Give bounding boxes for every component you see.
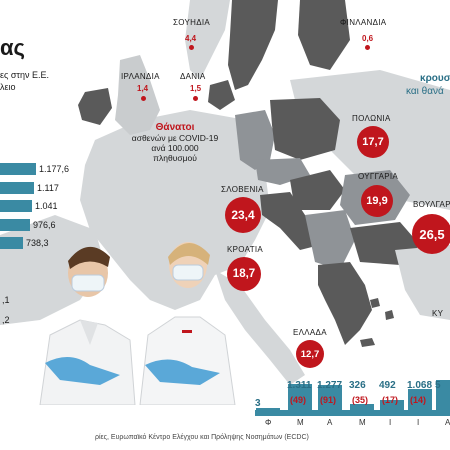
male-doctor-figure [39,246,136,405]
dot-sweden [189,45,194,50]
bar-label-1: 1.117 [37,182,59,193]
bar-4 [0,237,23,249]
land-ireland [78,88,112,125]
legend-line-1: ασθενών με COVID-19 [131,133,219,143]
land-turkey [395,245,450,320]
timeline-bar-5 [408,389,432,410]
legend-line-2: ανά 100.000 [151,143,199,153]
country-label-sweden: ΣΟΥΗΔΙΑ [173,18,211,27]
land-italy [215,270,305,385]
land-germany-czech [235,110,275,170]
land-greece [318,262,372,345]
land-sweden [228,0,278,90]
bar-label-4: 738,3 [26,238,49,248]
land-slovenia-croatia [260,192,320,250]
timeline-cases-1: 1.311 [287,380,312,391]
timeline-cases-5: 1.068 [407,380,433,391]
timeline-deaths-3: (35) [352,395,369,405]
country-label-poland: ΠΟΛΩΝΙΑ [352,114,391,123]
right-text-1: κρουσ [420,73,450,84]
land-austria-slovakia [255,158,310,185]
country-label-croatia: ΚΡΟΑΤΙΑ [227,245,264,254]
dot-ireland [141,96,146,101]
timeline-month-3: Μ [359,418,366,427]
country-value-ireland: 1,4 [137,84,149,93]
timeline-month-2: Α [327,418,333,427]
land-poland [270,98,340,160]
circle-bulgaria: 26,5 [412,214,450,254]
timeline-cases-0: 3 [255,398,261,409]
timeline-deaths-5: (14) [410,395,427,405]
country-label-greece: ΕΛΛΑΔΑ [293,328,327,337]
legend: Θάνατοι ασθενών με COVID-19 ανά 100.000 … [120,122,230,163]
timeline-bar-4 [380,400,404,410]
country-value-sweden: 4,4 [185,34,197,43]
land-serbia-balkans [305,210,355,270]
circle-hungary: 19,9 [361,185,393,217]
land-denmark [208,80,235,110]
land-finland [298,0,350,70]
country-label-slovenia: ΣΛΟΒΕΝΙΑ [221,185,264,194]
right-text-2: και θανά [406,86,444,97]
timeline-month-1: Μ [297,418,304,427]
dot-finland [365,45,370,50]
timeline-cases-6: 5 [435,380,441,391]
land-west-europe [80,110,270,310]
land-uk [115,55,160,135]
timeline-bar-0 [256,408,280,410]
country-value-finland: 0,6 [362,34,374,43]
legend-line-3: πληθυσμού [153,153,197,163]
country-label-bulgaria: ΒΟΥΛΓΑΡ [413,200,450,209]
circle-slovenia: 23,4 [225,197,261,233]
timeline-deaths-1: (49) [290,395,307,405]
bar-1 [0,181,34,194]
timeline-bar-2 [318,385,342,410]
header-title: ας [0,35,25,60]
timeline-month-4: Ι [389,418,392,427]
country-value-denmark: 1,5 [190,84,202,93]
country-label-hungary: ΟΥΓΓΑΡΙΑ [358,172,399,181]
timeline-month-6: Α [445,418,450,427]
timeline-month-5: Ι [417,418,420,427]
timeline-cases-4: 492 [379,380,396,391]
timeline-bar-3 [350,404,374,410]
timeline-deaths-4: (17) [382,395,399,405]
land-hungary [290,170,345,210]
source-strip [0,430,450,450]
timeline-deaths-2: (91) [320,395,337,405]
bar-3 [0,218,30,231]
header-subtitle-1: ες στην Ε.Ε. [0,70,49,80]
doctors-illustration [39,242,236,405]
timeline-bar-6 [436,380,450,410]
circle-greece: 12,7 [296,340,324,368]
bar-label-6: ,2 [2,315,10,325]
bar-label-3: 976,6 [33,219,56,230]
header-subtitle-2: λειο [0,82,16,92]
land-norway [185,0,230,80]
timeline-month-0: Φ [265,418,272,427]
timeline-bar-1 [288,384,312,410]
bar-2 [0,200,32,212]
timeline-cases-2: 1.277 [317,380,343,391]
female-doctor-figure [139,242,236,405]
country-label-denmark: ΔΑΝΙΑ [180,72,206,81]
timeline-cases-3: 326 [349,380,366,391]
land-iberia [0,215,105,325]
bar-label-0: 1.177,6 [39,164,70,174]
timeline-baseline [255,410,450,416]
land-greek-islands [360,298,394,347]
country-label-ireland: ΙΡΛΑΝΔΙΑ [121,72,160,81]
legend-title: Θάνατοι [155,122,195,133]
bar-label-2: 1.041 [35,201,58,211]
country-label-cyprus: ΚΥ [432,309,444,318]
source-text: ρίες, Ευρωπαϊκό Κέντρο Ελέγχου και Πρόλη… [95,434,309,441]
dot-denmark [193,96,198,101]
circle-croatia: 18,7 [227,257,261,291]
bar-label-5: ,1 [2,295,10,305]
bar-0 [0,163,36,175]
circle-poland: 17,7 [357,126,389,158]
country-label-finland: ΦΙΝΛΑΝΔΙΑ [340,18,387,27]
